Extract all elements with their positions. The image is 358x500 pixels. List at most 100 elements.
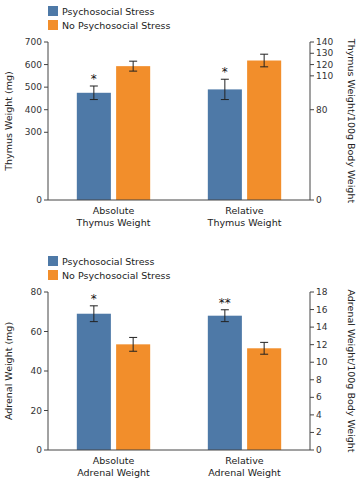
y-tick-label: 600 xyxy=(25,60,42,70)
y2-tick-label: 16 xyxy=(316,305,328,315)
error-bar xyxy=(260,342,268,354)
bars xyxy=(77,306,281,450)
y2-tick-label: 120 xyxy=(316,60,333,70)
y2-tick-label: 130 xyxy=(316,48,333,58)
annotation: * xyxy=(91,292,97,306)
y2-tick xyxy=(310,327,314,328)
y2-axis-line xyxy=(310,292,311,450)
y-tick xyxy=(44,371,48,372)
y-tick xyxy=(44,132,48,133)
y2-tick xyxy=(310,397,314,398)
y2-tick-label: 110 xyxy=(316,71,333,81)
y2-tick-label: 2 xyxy=(316,427,322,437)
x-tick-label: RelativeAdrenal Weight xyxy=(208,455,281,478)
y2-tick xyxy=(310,53,314,54)
y-tick xyxy=(44,87,48,88)
y2-tick-label: 14 xyxy=(316,322,328,332)
y2-tick xyxy=(310,362,314,363)
bar xyxy=(208,89,242,200)
legend-swatch xyxy=(48,20,58,30)
y-axis-label: Thymus Weight (mg) xyxy=(3,71,14,172)
legend: Psychosocial Stress No Psychosocial Stres… xyxy=(48,6,170,31)
legend-label: Psychosocial Stress xyxy=(62,256,155,267)
y2-tick-label: 140 xyxy=(316,37,333,47)
bar xyxy=(247,61,281,200)
x-tick-label: AbsoluteAdrenal Weight xyxy=(77,455,150,478)
y-tick-label: 300 xyxy=(25,127,42,137)
x-tick-label-line: Adrenal Weight xyxy=(77,467,150,478)
bars xyxy=(77,54,281,200)
y2-tick-label: 0 xyxy=(316,195,322,205)
y2-tick xyxy=(310,42,314,43)
y2-tick xyxy=(310,200,314,201)
legend-label: No Psychosocial Stress xyxy=(62,20,170,31)
bar xyxy=(116,66,150,200)
y2-tick xyxy=(310,309,314,310)
y2-tick xyxy=(310,432,314,433)
y2-tick xyxy=(310,75,314,76)
x-tick-label-line: Relative xyxy=(225,205,263,216)
x-tick-label-line: Relative xyxy=(225,455,263,466)
error-bar xyxy=(129,337,137,351)
y2-axis-line xyxy=(310,42,311,200)
y2-axis-label: Adrenal Weight/100g Body Weight xyxy=(346,290,357,453)
error-bar xyxy=(129,61,137,71)
y2-tick xyxy=(310,64,314,65)
error-bar xyxy=(90,306,98,322)
x-axis-line xyxy=(48,450,310,451)
y-tick-label: 20 xyxy=(31,406,43,416)
y-tick xyxy=(44,109,48,110)
y-tick-label: 60 xyxy=(31,327,43,337)
y2-tick-label: 4 xyxy=(316,410,322,420)
y2-tick-label: 0 xyxy=(316,445,322,455)
y-tick xyxy=(44,410,48,411)
annotation: ** xyxy=(219,296,231,310)
y2-tick xyxy=(310,109,314,110)
y2-tick-label: 6 xyxy=(316,392,322,402)
bar xyxy=(116,344,150,450)
y2-tick xyxy=(310,292,314,293)
legend: Psychosocial Stress No Psychosocial Stres… xyxy=(48,256,170,281)
panel: 0300400500600700080110120130140Thymus We… xyxy=(3,6,357,228)
legend-swatch xyxy=(48,6,58,16)
y2-axis-label: Thymus Weight/100g Body Weight xyxy=(346,38,357,204)
y2-tick xyxy=(310,450,314,451)
y-tick-label: 500 xyxy=(25,82,42,92)
y-tick-label: 0 xyxy=(36,195,42,205)
y-tick xyxy=(44,450,48,451)
y2-tick-label: 8 xyxy=(316,375,322,385)
error-bar xyxy=(260,54,268,67)
y2-tick-label: 80 xyxy=(316,105,328,115)
y-axis-line xyxy=(48,42,49,200)
chart-svg: 0300400500600700080110120130140Thymus We… xyxy=(0,0,358,500)
y2-tick xyxy=(310,414,314,415)
bar xyxy=(247,348,281,450)
bar xyxy=(77,93,111,200)
error-bar xyxy=(221,310,229,322)
annotation: * xyxy=(222,65,228,79)
y-tick xyxy=(44,331,48,332)
y-tick-label: 0 xyxy=(36,445,42,455)
y-tick xyxy=(44,64,48,65)
legend-label: No Psychosocial Stress xyxy=(62,270,170,281)
error-bar xyxy=(221,79,229,99)
x-tick-label: RelativeThymus Weight xyxy=(207,205,282,228)
legend-swatch xyxy=(48,256,58,266)
legend-label: Psychosocial Stress xyxy=(62,6,155,17)
y2-tick xyxy=(310,344,314,345)
panel: 020406080024681012141618Adrenal Weight (… xyxy=(3,256,357,478)
y2-tick-label: 10 xyxy=(316,357,328,367)
y-tick-label: 80 xyxy=(31,287,43,297)
x-tick-label-line: Absolute xyxy=(93,455,135,466)
y-axis-label: Adrenal Weight (mg) xyxy=(3,322,14,420)
x-tick-label-line: Thymus Weight xyxy=(207,217,282,228)
y-tick xyxy=(44,200,48,201)
annotation: * xyxy=(91,72,97,86)
legend-swatch xyxy=(48,270,58,280)
y-tick-label: 40 xyxy=(31,366,43,376)
x-axis-line xyxy=(48,200,310,201)
y2-tick-label: 18 xyxy=(316,287,328,297)
y2-tick xyxy=(310,379,314,380)
x-tick-label-line: Thymus Weight xyxy=(76,217,151,228)
x-tick-label: AbsoluteThymus Weight xyxy=(76,205,151,228)
